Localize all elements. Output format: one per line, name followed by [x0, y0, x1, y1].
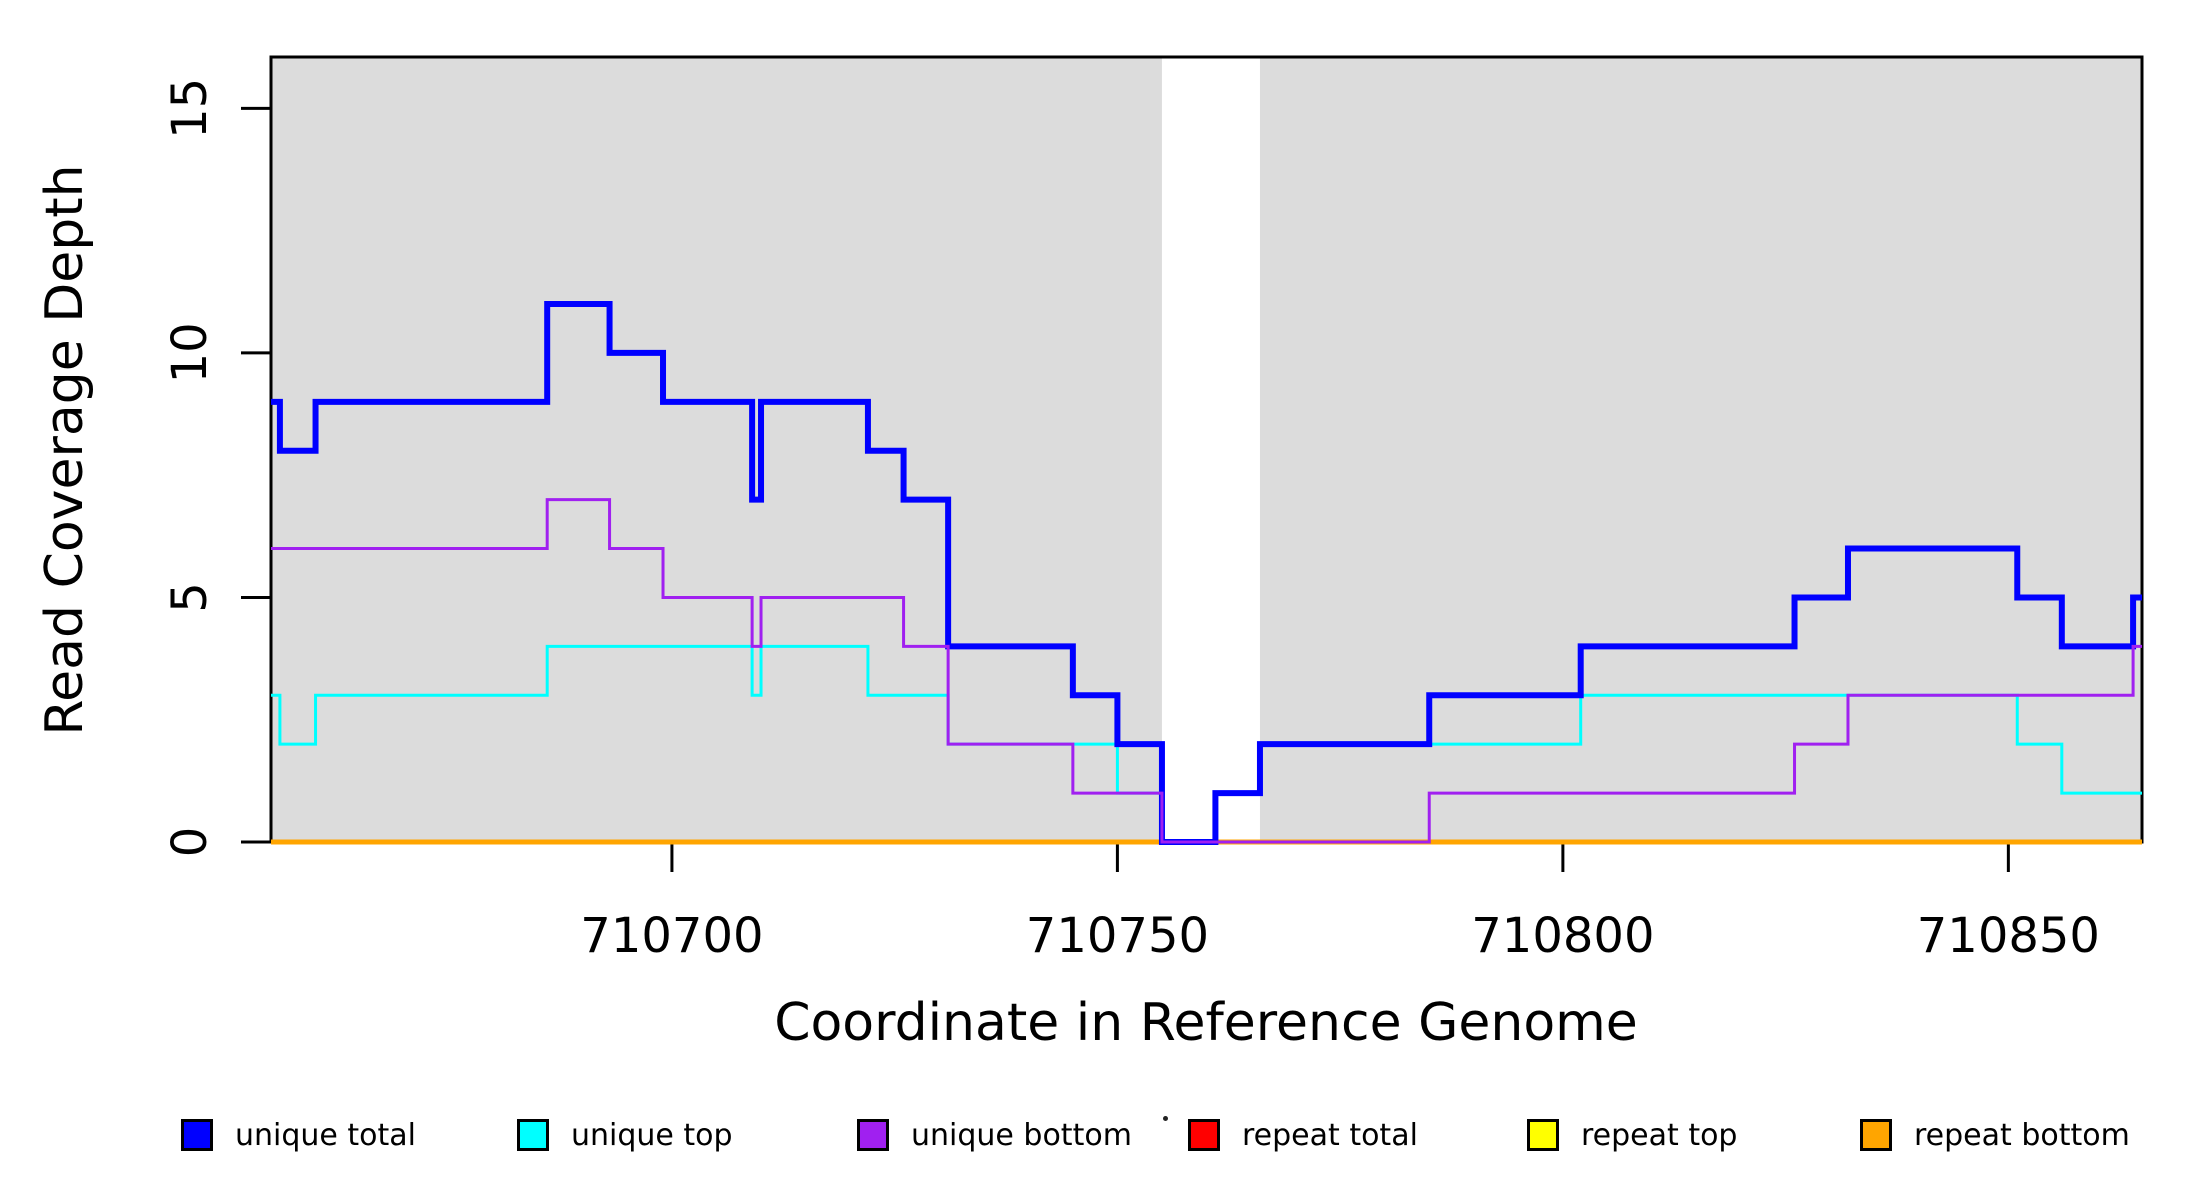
legend: unique total unique top unique bottom repea… [0, 1108, 2200, 1168]
shaded-region [271, 57, 1162, 842]
series-line-unique-total [271, 300, 2142, 845]
legend-swatch-repeat-bottom [1860, 1119, 1892, 1151]
y-tick-label: 10 [162, 322, 218, 383]
legend-item-repeat-total: repeat total [1188, 1113, 1418, 1157]
legend-swatch-unique-total [181, 1119, 213, 1151]
legend-label: unique total [235, 1117, 417, 1153]
y-axis-title: Read Coverage Depth [35, 164, 95, 735]
legend-swatch-unique-bottom [857, 1119, 889, 1151]
legend-label: unique bottom [911, 1117, 1132, 1153]
y-tick-label: 0 [162, 827, 218, 858]
y-tick-label: 15 [162, 78, 218, 139]
series-line-unique-bottom [271, 498, 2142, 844]
x-tick-label: 710750 [1026, 908, 1209, 964]
shaded-region [1259, 57, 2142, 842]
x-axis-title: Coordinate in Reference Genome [774, 993, 1638, 1053]
legend-item-repeat-bottom: repeat bottom [1860, 1113, 2130, 1157]
legend-dot-artifact [1163, 1116, 1168, 1121]
legend-item-unique-top: unique top [517, 1113, 733, 1157]
legend-swatch-repeat-top [1527, 1119, 1559, 1151]
legend-item-unique-total: unique total [181, 1113, 416, 1157]
y-tick-label: 5 [162, 582, 218, 613]
x-tick-label: 710800 [1471, 908, 1654, 964]
legend-item-repeat-top: repeat top [1527, 1113, 1737, 1157]
legend-item-unique-bottom: unique bottom [857, 1113, 1132, 1157]
x-tick-label: 710850 [1917, 908, 2100, 964]
legend-label: repeat total [1242, 1117, 1418, 1153]
legend-label: repeat top [1581, 1117, 1738, 1153]
legend-label: unique top [571, 1117, 733, 1153]
chart-root: 710700 710750 710800 710850 0 5 10 15 [162, 55, 2144, 964]
x-tick-label: 710700 [580, 908, 763, 964]
legend-swatch-repeat-total [1188, 1119, 1220, 1151]
legend-swatch-unique-top [517, 1119, 549, 1151]
legend-label: repeat bottom [1914, 1117, 2130, 1153]
